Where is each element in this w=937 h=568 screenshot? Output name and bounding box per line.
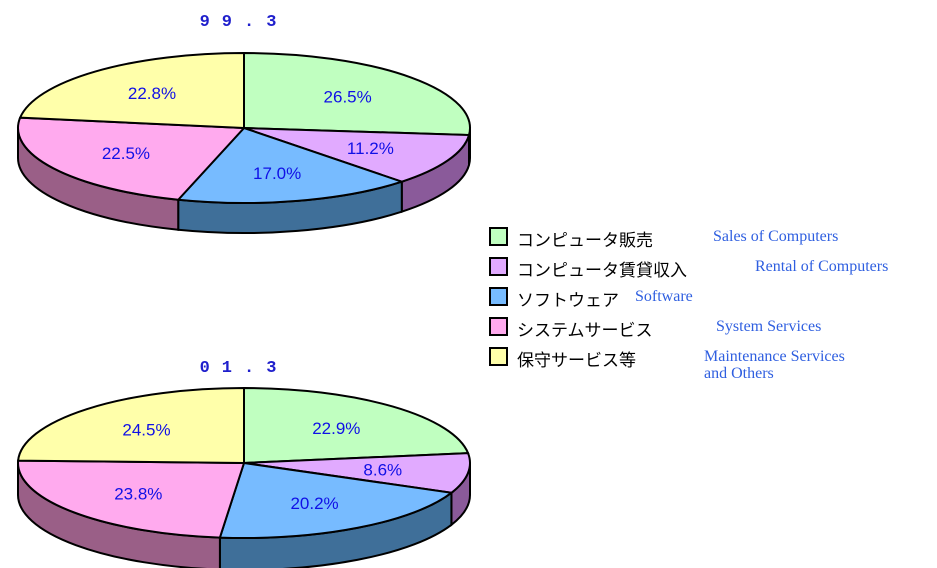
slice-label-rental: 11.2%	[347, 139, 394, 158]
pie-slice-software	[218, 461, 454, 539]
slice-label-system-services: 23.8%	[114, 485, 162, 504]
slice-label-sales: 26.5%	[324, 88, 372, 107]
legend-label-en: System Services	[716, 318, 822, 335]
legend-label-en-line2: and Others	[704, 365, 774, 382]
slice-label-software: 20.2%	[290, 494, 338, 513]
slice-label-sales: 22.9%	[312, 419, 360, 438]
legend-label-jp: コンピュータ賃貸収入	[517, 261, 687, 281]
pie-slice-sales	[243, 51, 471, 137]
legend-label-en: Rental of Computers	[755, 258, 889, 275]
chart-title: 01.3	[200, 359, 289, 378]
pie-slice-rental	[243, 452, 471, 494]
chart-title: 99.3	[200, 13, 289, 32]
legend-swatch-sales	[489, 227, 508, 246]
legend-label-jp: ソフトウェア	[517, 291, 619, 311]
legend-item-maintenance: 保守サービス等 Maintenance Services and Others	[489, 344, 937, 382]
legend-label-jp: 保守サービス等	[517, 351, 636, 371]
slice-label-rental: 8.6%	[363, 460, 402, 479]
pie-slice-system-services	[17, 116, 247, 201]
pie-chart-1: 99.3 26.5% 11.2% 17.0% 22.5% 22.8%	[17, 13, 471, 234]
pie-slice-system-services	[17, 459, 246, 539]
slice-label-maintenance: 22.8%	[128, 84, 176, 103]
legend-label-en-line1: Maintenance Services	[704, 348, 845, 365]
pie-slice-rental	[243, 127, 471, 183]
slice-label-software: 17.0%	[253, 164, 301, 183]
legend-label-en: Software	[635, 288, 693, 305]
legend-label-jp: システムサービス	[517, 321, 653, 341]
legend: コンピュータ販売 Sales of Computers コンピュータ賃貸収入 R…	[489, 224, 937, 382]
legend-swatch-system-services	[489, 317, 508, 336]
legend-item-system-services: システムサービス System Services	[489, 314, 937, 344]
legend-label-jp: コンピュータ販売	[517, 231, 653, 251]
legend-swatch-maintenance	[489, 347, 508, 366]
slice-label-system-services: 22.5%	[102, 144, 150, 163]
pie-slice-maintenance	[17, 386, 245, 465]
legend-swatch-software	[489, 287, 508, 306]
pie-chart-2: 01.3 22.9% 8.6% 20.2% 23.8% 24.5%	[17, 359, 471, 568]
pie-slice-sales	[243, 386, 470, 465]
legend-swatch-rental	[489, 257, 508, 276]
legend-item-sales: コンピュータ販売 Sales of Computers	[489, 224, 937, 254]
legend-label-en: Maintenance Services and Others	[704, 348, 845, 382]
pie-slice-maintenance	[18, 51, 245, 130]
legend-label-en: Sales of Computers	[713, 228, 839, 245]
legend-item-software: ソフトウェア Software	[489, 284, 937, 314]
legend-item-rental: コンピュータ賃貸収入 Rental of Computers	[489, 254, 937, 284]
slice-label-maintenance: 24.5%	[122, 421, 170, 440]
pie-slice-software	[176, 126, 405, 204]
